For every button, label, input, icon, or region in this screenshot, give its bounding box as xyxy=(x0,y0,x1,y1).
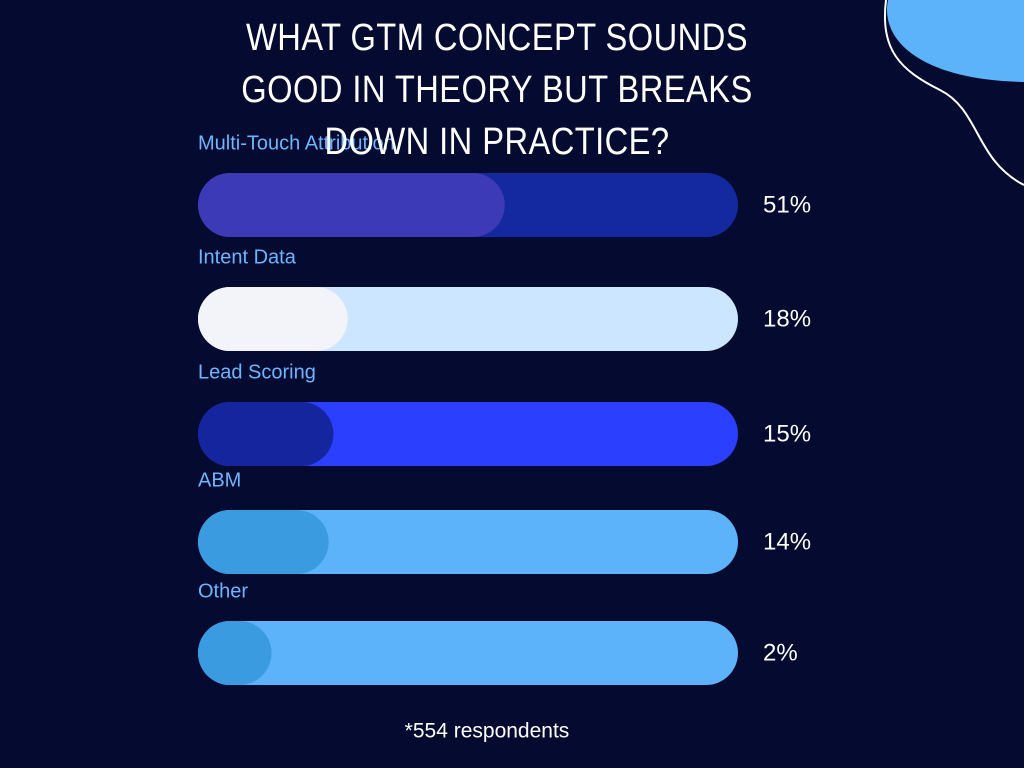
bar xyxy=(198,621,272,685)
decor-line xyxy=(884,0,1024,186)
bar xyxy=(198,287,348,351)
category-label: Multi-Touch Attribution xyxy=(198,132,395,154)
value-label: 14% xyxy=(763,528,811,555)
category-label: ABM xyxy=(198,469,241,491)
bar-track xyxy=(198,402,738,466)
value-label: 51% xyxy=(763,191,811,218)
value-label: 18% xyxy=(763,305,811,332)
decor-blob xyxy=(887,0,1024,82)
category-label: Lead Scoring xyxy=(198,361,316,383)
category-label: Other xyxy=(198,580,248,602)
category-label: Intent Data xyxy=(198,246,297,268)
bar-track xyxy=(198,621,738,685)
value-label: 15% xyxy=(763,420,811,447)
value-label: 2% xyxy=(763,639,798,666)
bar xyxy=(198,402,334,466)
footnote: *554 respondents xyxy=(405,720,570,743)
bar xyxy=(198,173,505,237)
bar xyxy=(198,510,329,574)
chart-title: WHAT GTM CONCEPT SOUNDS GOOD IN THEORY B… xyxy=(241,17,753,163)
bar-track xyxy=(198,510,738,574)
